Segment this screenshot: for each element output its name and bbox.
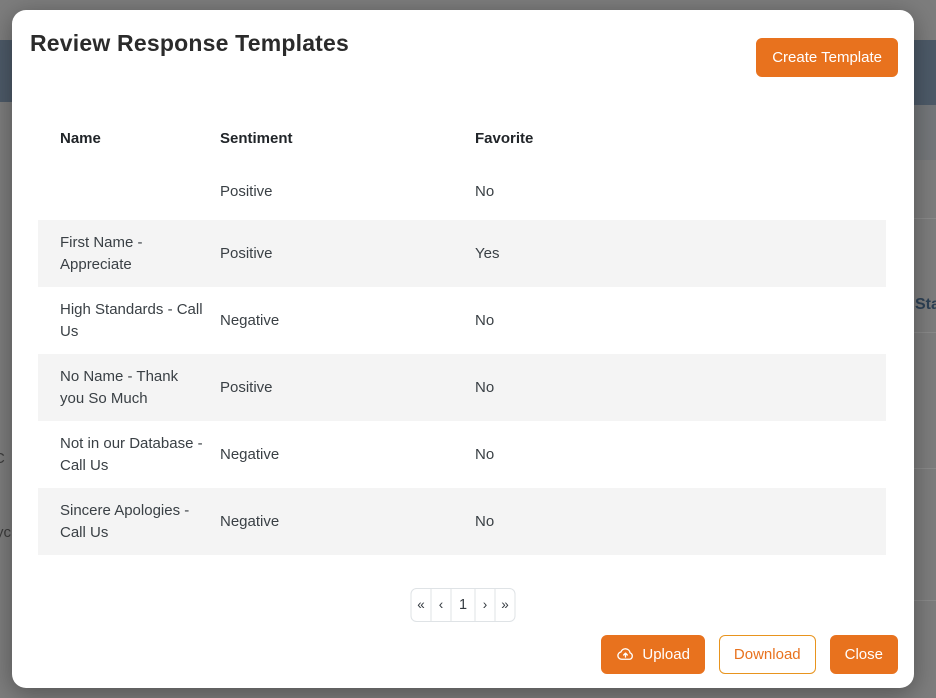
pagination-next-button[interactable]: ›: [474, 588, 496, 622]
table-row[interactable]: No Name - Thank you So Much Positive No: [38, 354, 886, 421]
column-header-favorite: Favorite: [475, 130, 534, 147]
cell-favorite: Yes: [475, 244, 500, 262]
background-text-fragment: C: [0, 450, 5, 467]
background-page-header-right: [914, 40, 936, 105]
cell-favorite: No: [475, 378, 495, 396]
create-template-button[interactable]: Create Template: [756, 38, 898, 77]
column-header-sentiment: Sentiment: [220, 130, 293, 147]
cell-sentiment: Positive: [220, 182, 273, 200]
pagination-first-button[interactable]: «: [410, 588, 432, 622]
cell-name: Sincere Apologies - Call Us: [60, 501, 190, 541]
background-row-divider: [914, 600, 936, 601]
cell-name: First Name - Appreciate: [60, 233, 143, 273]
close-button[interactable]: Close: [829, 635, 898, 674]
pagination-page-1[interactable]: 1: [450, 588, 476, 622]
background-row-divider: [914, 468, 936, 469]
cloud-upload-icon: [616, 645, 635, 664]
table-row[interactable]: First Name - Appreciate Positive Yes: [38, 220, 886, 287]
cell-sentiment: Negative: [220, 445, 280, 463]
cell-favorite: No: [475, 182, 495, 200]
table-row[interactable]: Positive No: [38, 163, 886, 220]
cell-name: High Standards - Call Us: [60, 300, 203, 340]
cell-favorite: No: [475, 311, 495, 329]
table-header-row: Name Sentiment Favorite: [38, 115, 886, 163]
cell-sentiment: Negative: [220, 512, 280, 530]
pagination-last-button[interactable]: »: [494, 588, 516, 622]
cell-sentiment: Positive: [220, 244, 273, 262]
pagination-prev-button[interactable]: ‹: [430, 588, 452, 622]
table-row[interactable]: High Standards - Call Us Negative No: [38, 287, 886, 354]
background-page-header-left: [0, 40, 12, 102]
pagination: « ‹ 1 › »: [410, 588, 516, 622]
cell-sentiment: Positive: [220, 378, 273, 396]
background-row-divider: [914, 332, 936, 333]
upload-button-label: Upload: [642, 646, 690, 663]
background-row-divider: [914, 218, 936, 219]
cell-favorite: No: [475, 445, 495, 463]
background-page-band-right: [914, 105, 936, 160]
cell-name: Not in our Database - Call Us: [60, 434, 203, 474]
modal-footer: Upload Download Close: [601, 635, 898, 674]
background-text-fragment: yc: [0, 524, 11, 541]
background-link-fragment: Sta: [915, 296, 936, 313]
templates-table: Name Sentiment Favorite Positive No Firs…: [38, 115, 886, 555]
review-response-templates-modal: Review Response Templates Create Templat…: [12, 10, 914, 688]
cell-name: No Name - Thank you So Much: [60, 367, 179, 407]
table-row[interactable]: Not in our Database - Call Us Negative N…: [38, 421, 886, 488]
modal-title: Review Response Templates: [30, 30, 350, 56]
cell-favorite: No: [475, 512, 495, 530]
download-button[interactable]: Download: [718, 635, 816, 674]
upload-button[interactable]: Upload: [601, 635, 705, 674]
column-header-name: Name: [60, 130, 101, 147]
table-row[interactable]: Sincere Apologies - Call Us Negative No: [38, 488, 886, 555]
cell-sentiment: Negative: [220, 311, 280, 329]
